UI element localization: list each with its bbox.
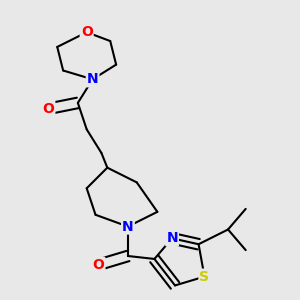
Text: O: O bbox=[81, 25, 93, 39]
Text: N: N bbox=[122, 220, 134, 234]
Text: O: O bbox=[43, 102, 54, 116]
Text: O: O bbox=[92, 258, 104, 272]
Text: S: S bbox=[200, 270, 209, 283]
Text: N: N bbox=[166, 231, 178, 245]
Text: N: N bbox=[87, 72, 98, 86]
